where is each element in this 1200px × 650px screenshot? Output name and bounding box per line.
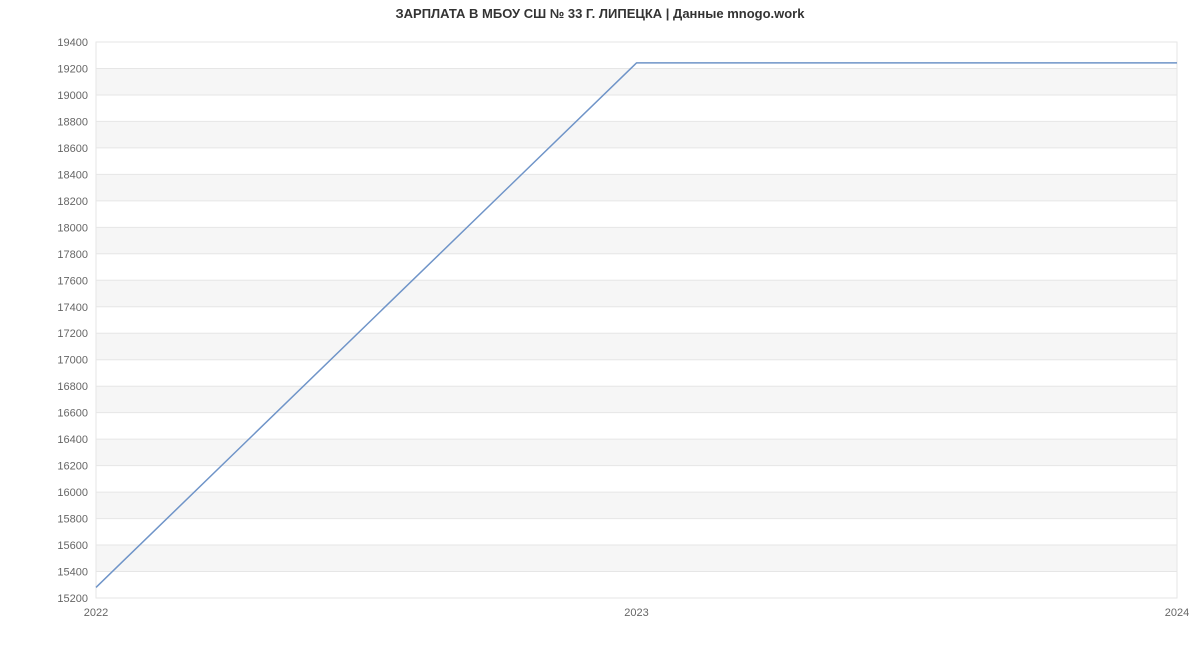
chart-title: ЗАРПЛАТА В МБОУ СШ № 33 Г. ЛИПЕЦКА | Дан… [0,6,1200,21]
y-tick-label: 18400 [57,169,88,181]
y-tick-label: 17600 [57,275,88,287]
grid-band [96,148,1177,174]
y-tick-label: 16800 [57,381,88,393]
y-tick-label: 16000 [57,487,88,499]
y-tick-label: 16400 [57,434,88,446]
y-tick-label: 16600 [57,408,88,420]
grid-band [96,280,1177,306]
grid-band [96,519,1177,545]
y-tick-label: 18000 [57,222,88,234]
y-tick-label: 15600 [57,540,88,552]
y-tick-label: 15800 [57,514,88,526]
chart-svg: 15200 15400 15600 15800 16000 16200 16400 16600… [0,0,1200,650]
grid-band [96,42,1177,68]
grid-band [96,545,1177,571]
salary-chart: ЗАРПЛАТА В МБОУ СШ № 33 Г. ЛИПЕЦКА | Дан… [0,0,1200,650]
grid-bands [96,42,1177,598]
y-tick-label: 17400 [57,302,88,314]
grid-band [96,307,1177,333]
x-tick-label: 2022 [84,607,108,619]
grid-band [96,466,1177,492]
grid-band [96,174,1177,200]
grid-band [96,254,1177,280]
x-axis: 2022 2023 2024 [84,607,1189,619]
grid-band [96,413,1177,439]
y-tick-label: 19400 [57,37,88,49]
y-tick-label: 19200 [57,63,88,75]
y-axis: 15200 15400 15600 15800 16000 16200 16400 16600… [57,37,88,605]
grid-band [96,386,1177,412]
grid-band [96,572,1177,598]
y-tick-label: 15400 [57,567,88,579]
grid-band [96,439,1177,465]
y-tick-label: 17000 [57,355,88,367]
y-tick-label: 15200 [57,593,88,605]
grid-band [96,121,1177,147]
y-tick-label: 17200 [57,328,88,340]
y-tick-label: 17800 [57,249,88,261]
y-tick-label: 18600 [57,143,88,155]
y-tick-label: 18200 [57,196,88,208]
grid-band [96,360,1177,386]
y-tick-label: 19000 [57,90,88,102]
y-tick-label: 16200 [57,461,88,473]
grid-band [96,492,1177,518]
grid-band [96,227,1177,253]
grid-band [96,333,1177,359]
grid-band [96,68,1177,94]
x-tick-label: 2023 [624,607,648,619]
x-tick-label: 2024 [1165,607,1189,619]
y-tick-label: 18800 [57,116,88,128]
grid-band [96,95,1177,121]
grid-band [96,201,1177,227]
